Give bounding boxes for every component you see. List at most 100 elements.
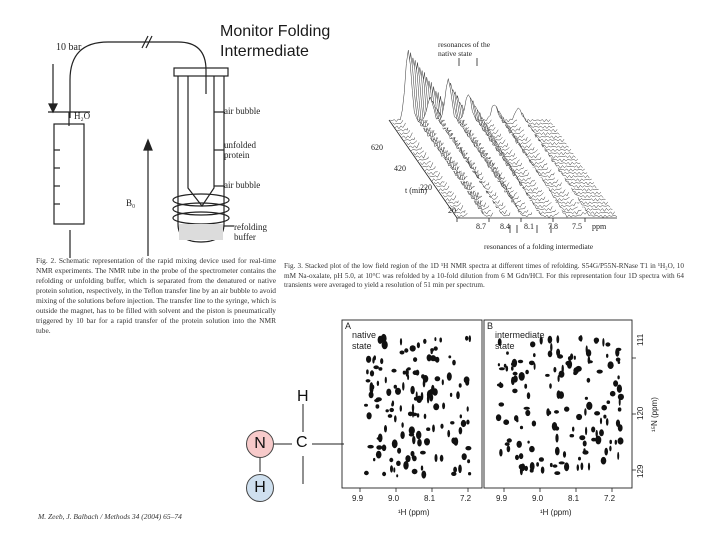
cross-peak-intermediate bbox=[609, 390, 616, 397]
cross-peak-intermediate bbox=[513, 375, 518, 383]
cross-peak-intermediate bbox=[555, 433, 559, 443]
y-axis-label: ¹⁵N (ppm) bbox=[650, 397, 659, 432]
cross-peak-intermediate bbox=[614, 439, 617, 445]
time-tick-20: 20 bbox=[448, 206, 456, 215]
cross-peak-intermediate bbox=[606, 353, 609, 358]
cross-peak-native bbox=[459, 414, 462, 419]
cross-peak-native bbox=[375, 450, 382, 459]
ppm-tick-7.8: 7.8 bbox=[548, 222, 558, 231]
cross-peak-intermediate bbox=[525, 409, 531, 417]
cross-peak-intermediate bbox=[586, 401, 593, 410]
cross-peak-intermediate bbox=[545, 373, 550, 377]
cross-peak-native bbox=[397, 447, 402, 454]
cross-peak-native bbox=[423, 413, 427, 419]
cross-peak-intermediate bbox=[497, 363, 500, 367]
field-arrowhead bbox=[143, 138, 153, 151]
cross-peak-native bbox=[466, 406, 469, 412]
cross-peak-intermediate bbox=[498, 367, 505, 371]
y-tick-120: 120 bbox=[636, 406, 645, 420]
cross-peak-native bbox=[451, 471, 457, 476]
cross-peak-native bbox=[364, 470, 369, 476]
cross-peak-native bbox=[439, 454, 444, 462]
cross-peak-intermediate bbox=[569, 434, 575, 438]
cross-peak-native bbox=[413, 357, 418, 362]
cross-peak-native bbox=[381, 444, 387, 452]
title-line-1: Monitor Folding bbox=[220, 23, 331, 40]
cross-peak-native bbox=[432, 424, 435, 433]
cross-peak-intermediate bbox=[554, 471, 561, 475]
cross-peak-native bbox=[412, 370, 418, 375]
x-tick-a-9.0: 9.0 bbox=[388, 494, 400, 503]
cross-peak-intermediate bbox=[523, 406, 530, 410]
cross-peak-intermediate bbox=[525, 369, 529, 375]
cross-peak-native bbox=[396, 460, 401, 466]
cross-peak-native bbox=[376, 445, 383, 450]
atom-n: N bbox=[246, 430, 274, 458]
cross-peak-native bbox=[412, 435, 416, 445]
cross-peak-intermediate bbox=[524, 383, 528, 389]
cross-peak-native bbox=[421, 470, 427, 479]
cross-peak-native bbox=[403, 461, 409, 470]
cross-peak-native bbox=[429, 393, 434, 402]
cross-peak-native bbox=[367, 444, 374, 449]
cross-peak-intermediate bbox=[518, 372, 525, 381]
cross-peak-native bbox=[426, 354, 432, 362]
panel-a-letter: A bbox=[345, 321, 352, 331]
cross-peak-native bbox=[382, 471, 387, 477]
cross-peak-native bbox=[399, 405, 402, 412]
cross-peak-intermediate bbox=[617, 375, 620, 380]
atom-h-bottom: H bbox=[246, 474, 274, 502]
syringe-water-label: H₂O bbox=[74, 111, 91, 121]
cross-peak-intermediate bbox=[578, 335, 583, 341]
cross-peak-native bbox=[442, 402, 446, 410]
cross-peak-intermediate bbox=[609, 445, 612, 452]
cross-peak-intermediate bbox=[595, 436, 598, 443]
cross-peak-intermediate bbox=[599, 429, 604, 437]
cross-peak-intermediate bbox=[518, 464, 524, 470]
atom-h-top: H bbox=[297, 388, 309, 405]
cross-peak-intermediate bbox=[606, 400, 611, 404]
cross-peak-native bbox=[401, 422, 404, 428]
cross-peak-intermediate bbox=[573, 355, 576, 360]
unfolded-protein-label: unfolded protein bbox=[224, 140, 256, 160]
cross-peak-intermediate bbox=[506, 438, 512, 443]
cross-peak-native bbox=[449, 392, 453, 397]
cross-peak-intermediate bbox=[609, 439, 612, 445]
cross-peak-native bbox=[408, 426, 415, 435]
time-tick-220: 220 bbox=[420, 183, 432, 192]
cross-peak-intermediate bbox=[558, 461, 565, 465]
cross-peak-intermediate bbox=[533, 353, 536, 358]
cross-peak-intermediate bbox=[599, 417, 603, 425]
cross-peak-native bbox=[380, 358, 384, 365]
cross-peak-native bbox=[366, 412, 372, 420]
cross-peak-intermediate bbox=[512, 371, 518, 376]
cross-peak-intermediate bbox=[528, 360, 535, 366]
cross-peak-intermediate bbox=[529, 468, 534, 473]
cross-peak-native bbox=[393, 384, 397, 389]
cross-peak-native bbox=[376, 380, 380, 386]
cross-peak-native bbox=[372, 357, 375, 364]
cross-peak-intermediate bbox=[519, 425, 524, 430]
time-tick-620: 620 bbox=[371, 143, 383, 152]
cross-peak-native bbox=[373, 365, 379, 370]
cross-peak-native bbox=[452, 359, 456, 366]
cross-peak-native bbox=[408, 432, 415, 437]
time-axis-label: t (min) bbox=[405, 186, 427, 195]
cross-peak-intermediate bbox=[546, 408, 550, 417]
cross-peak-native bbox=[369, 382, 374, 391]
cross-peak-intermediate bbox=[600, 456, 607, 465]
cross-peak-native bbox=[391, 439, 398, 449]
cross-peak-native bbox=[394, 415, 397, 423]
air-bubble-bottom-label: air bubble bbox=[224, 180, 261, 190]
panel-a-label: native state bbox=[352, 330, 377, 351]
cross-peak-native bbox=[377, 335, 383, 344]
cross-peak-native bbox=[424, 438, 430, 446]
cross-peak-native bbox=[411, 455, 416, 459]
cross-peak-intermediate bbox=[618, 397, 621, 406]
cross-peak-intermediate bbox=[615, 357, 621, 362]
cross-peak-intermediate bbox=[564, 406, 570, 412]
cross-peak-native bbox=[430, 355, 437, 362]
cross-peak-intermediate bbox=[549, 383, 552, 389]
cross-peak-native bbox=[422, 375, 429, 383]
cross-peak-native bbox=[458, 464, 462, 474]
